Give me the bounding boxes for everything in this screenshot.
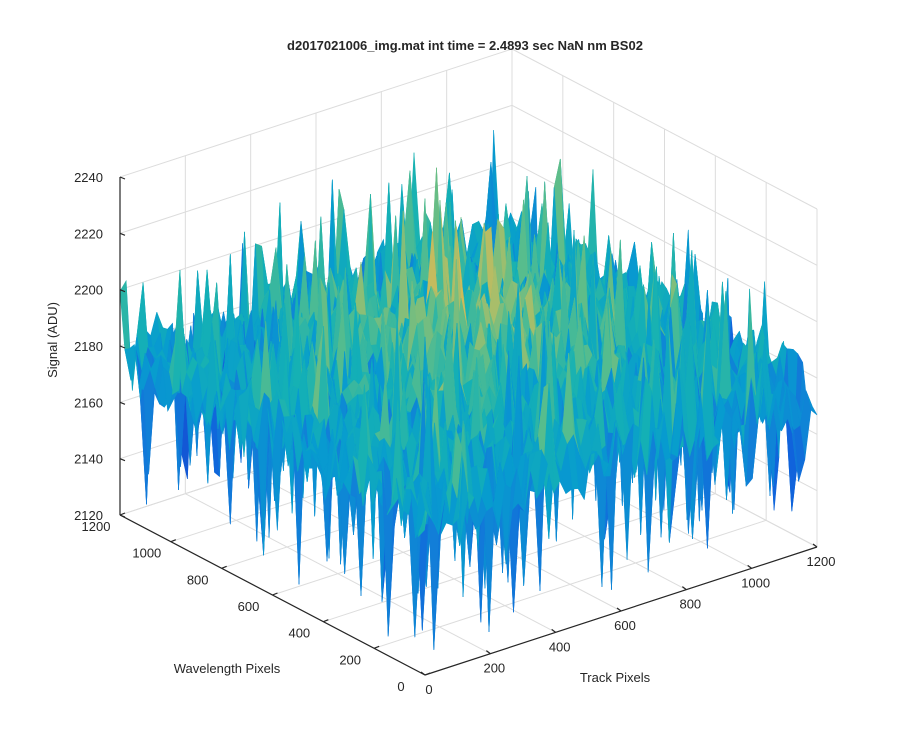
z-tick bbox=[119, 176, 126, 180]
axis-layer: 0 200 400 600 800 1000 1200 0 200 400 600 800 1000 12… bbox=[74, 170, 835, 697]
y-axis-label: Wavelength Pixels bbox=[174, 661, 281, 676]
z-tick-label: 2200 bbox=[74, 283, 103, 298]
x-tick-label: 1000 bbox=[741, 575, 770, 590]
x-tick bbox=[812, 543, 818, 548]
y-tick-label: 0 bbox=[397, 679, 404, 694]
x-tick-label: 400 bbox=[549, 639, 571, 654]
x-tick-label: 0 bbox=[425, 682, 432, 697]
z-tick bbox=[119, 401, 126, 405]
x-tick-label: 800 bbox=[679, 597, 701, 612]
z-tick-label: 2140 bbox=[74, 452, 103, 467]
z-tick-label: 2120 bbox=[74, 508, 103, 523]
y-tick bbox=[272, 592, 278, 596]
y-tick-label: 200 bbox=[339, 652, 361, 667]
z-tick bbox=[119, 289, 126, 293]
y-tick-label: 800 bbox=[187, 572, 209, 587]
z-axis-label: Signal (ADU) bbox=[45, 302, 60, 378]
sidewall-gridline-z bbox=[511, 104, 818, 266]
floor-gridline-y bbox=[374, 519, 767, 649]
x-tick bbox=[747, 564, 753, 569]
x-tick-label: 200 bbox=[483, 661, 505, 676]
backwall-gridline-z bbox=[119, 104, 513, 234]
chart-title: d2017021006_img.mat int time = 2.4893 se… bbox=[287, 38, 643, 53]
y-tick-label: 400 bbox=[288, 626, 310, 641]
x-tick bbox=[551, 628, 557, 633]
y-tick bbox=[119, 512, 126, 516]
surface-layer bbox=[119, 130, 818, 650]
backwall-gridline-z bbox=[119, 48, 513, 178]
z-tick-label: 2160 bbox=[74, 395, 103, 410]
z-tick-label: 2240 bbox=[74, 170, 103, 185]
y-tick bbox=[373, 645, 380, 649]
y-tick bbox=[424, 672, 431, 676]
surface-patch bbox=[419, 482, 432, 519]
z-tick bbox=[119, 458, 126, 462]
sidewall-gridline-z bbox=[511, 48, 818, 210]
y-tick-label: 1000 bbox=[132, 546, 161, 561]
y-tick bbox=[323, 619, 329, 623]
x-tick-label: 600 bbox=[614, 618, 636, 633]
x-tick bbox=[681, 586, 687, 591]
sidewall-gridline-z bbox=[511, 161, 818, 323]
z-tick bbox=[119, 345, 126, 349]
z-tick-label: 2220 bbox=[74, 226, 103, 241]
y-tick bbox=[221, 565, 227, 569]
y-tick-label: 1200 bbox=[82, 519, 111, 534]
x-tick bbox=[616, 607, 622, 612]
z-tick bbox=[119, 232, 126, 236]
z-tick-label: 2180 bbox=[74, 339, 103, 354]
x-axis-label: Track Pixels bbox=[580, 670, 651, 685]
z-tick bbox=[119, 514, 126, 518]
y-tick-label: 600 bbox=[238, 599, 260, 614]
x-tick bbox=[420, 671, 426, 676]
y-tick bbox=[170, 539, 177, 543]
backwall-gridline-z bbox=[119, 161, 513, 291]
x-tick bbox=[485, 650, 491, 655]
x-tick-label: 1200 bbox=[807, 554, 836, 569]
